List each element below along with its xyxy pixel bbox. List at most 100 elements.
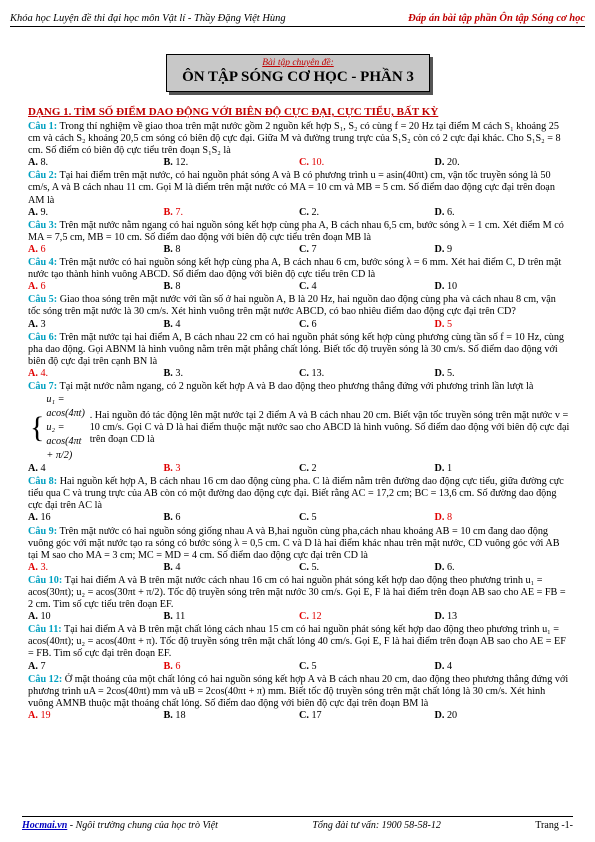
answer-option[interactable]: C. 6 <box>299 318 317 330</box>
footer-slogan: - Ngôi trường chung của học trò Việt <box>67 820 218 831</box>
answer-option[interactable]: C. 4 <box>299 281 317 293</box>
answer-option[interactable]: C. 17 <box>299 709 322 721</box>
answer-option[interactable]: C. 5 <box>299 512 317 524</box>
answer-option[interactable]: A. 6 <box>28 281 46 293</box>
option-letter: D. <box>434 611 445 623</box>
answer-option[interactable]: B. 18 <box>163 709 186 721</box>
option-letter: B. <box>163 281 173 293</box>
answer-option[interactable]: B. 7. <box>163 206 184 218</box>
answer-option[interactable]: A. 4. <box>28 367 49 379</box>
answer-option[interactable]: D. 8 <box>434 512 453 524</box>
answer-option[interactable]: D. 13 <box>434 611 458 623</box>
question-text: Trên mặt nước nằm ngang có hai nguồn són… <box>28 219 564 243</box>
answer-option[interactable]: D. 6. <box>434 561 455 573</box>
answer-option[interactable]: A. 4 <box>28 463 46 475</box>
question-6: Câu 6: Trên mặt nước tại hai điểm A, B c… <box>28 332 570 368</box>
question-9: Câu 9: Trên mặt nước có hai nguồn sóng g… <box>28 526 570 562</box>
section-heading: DẠNG 1. TÌM SỐ ĐIỂM DAO ĐỘNG VỚI BIÊN ĐỘ… <box>28 106 439 118</box>
answer-option[interactable]: C. 13. <box>299 367 325 379</box>
question-text: Hai nguồn kết hợp A, B cách nhau 16 cm d… <box>28 476 564 512</box>
question-number: Câu 12: <box>28 673 63 685</box>
question-5: Câu 5: Giao thoa sóng trên mặt nước với … <box>28 294 570 318</box>
option-letter: D. <box>434 206 445 218</box>
answer-option[interactable]: C. 12 <box>299 611 322 623</box>
question-1: Câu 1: Trong thí nghiệm về giao thoa trê… <box>28 121 570 157</box>
option-letter: D. <box>434 512 445 524</box>
answer-option[interactable]: C. 5 <box>299 660 317 672</box>
answer-option[interactable]: B. 4 <box>163 561 181 573</box>
answer-option[interactable]: D. 10 <box>434 281 458 293</box>
question-2: Câu 2: Tại hai điểm trên mặt nước, có ha… <box>28 170 570 206</box>
answer-option[interactable]: D. 20. <box>434 157 460 169</box>
answer-option[interactable]: B. 11 <box>163 611 186 623</box>
answer-option[interactable]: A. 10 <box>28 611 51 623</box>
answer-option[interactable]: A. 6 <box>28 243 46 255</box>
footer-hotline: Tổng đài tư vấn: 1900 58-58-12 <box>312 820 441 831</box>
answer-option[interactable]: B. 12. <box>163 157 189 169</box>
question-text: Tại hai điểm A và B trên mặt chất lỏng c… <box>28 624 566 660</box>
answer-option[interactable]: D. 4 <box>434 660 453 672</box>
answer-option[interactable]: D. 1 <box>434 463 453 475</box>
option-letter: C. <box>299 463 309 475</box>
answer-option[interactable]: B. 6 <box>163 660 181 672</box>
question-number: Câu 7: <box>28 380 58 392</box>
answer-options: A. 3 B. 4 C. 6 D. 5 <box>28 319 570 331</box>
answer-option[interactable]: B. 3. <box>163 367 184 379</box>
answer-options: A. 3. B. 4 C. 5. D. 6. <box>28 562 570 574</box>
answer-option[interactable]: B. 3 <box>163 463 181 475</box>
question-text-continued: . Hai nguồn đó tác động lên mặt nước tại… <box>89 409 570 446</box>
header-topic: Đáp án bài tập phần Ôn tập Sóng cơ học <box>408 13 585 24</box>
answer-option[interactable]: A. 9. <box>28 206 49 218</box>
title-box: Bài tập chuyên đề: ÔN TẬP SÓNG CƠ HỌC - … <box>166 54 430 92</box>
answer-option[interactable]: C. 2 <box>299 463 317 475</box>
answer-option[interactable]: C. 5. <box>299 561 320 573</box>
question-number: Câu 4: <box>28 257 58 269</box>
answer-option[interactable]: D. 5 <box>434 318 453 330</box>
answer-option[interactable]: A. 19 <box>28 709 51 721</box>
answer-options: A. 8. B. 12. C. 10. D. 20. <box>28 157 570 169</box>
option-letter: C. <box>299 157 309 169</box>
question-text: Tại hai điểm trên mặt nước, có hai nguồn… <box>28 170 555 206</box>
option-letter: A. <box>28 463 38 475</box>
answer-option[interactable]: B. 8 <box>163 243 181 255</box>
option-letter: B. <box>163 367 173 379</box>
option-letter: B. <box>163 463 173 475</box>
option-letter: D. <box>434 709 445 721</box>
option-letter: A. <box>28 157 38 169</box>
answer-option[interactable]: B. 6 <box>163 512 181 524</box>
answer-option[interactable]: C. 2. <box>299 206 320 218</box>
question-8: Câu 8: Hai nguồn kết hợp A, B cách nhau … <box>28 476 570 512</box>
question-text: Trong thí nghiệm về giao thoa trên mặt n… <box>28 121 561 157</box>
question-number: Câu 3: <box>28 219 58 231</box>
question-12: Câu 12: Ở mặt thoáng của một chất lỏng c… <box>28 674 570 710</box>
answer-option[interactable]: B. 8 <box>163 281 181 293</box>
answer-option[interactable]: A. 8. <box>28 157 49 169</box>
answer-option[interactable]: C. 7 <box>299 243 317 255</box>
option-letter: B. <box>163 660 173 672</box>
answer-option[interactable]: D. 5. <box>434 367 455 379</box>
answer-options: A. 9. B. 7. C. 2. D. 6. <box>28 207 570 219</box>
answer-option[interactable]: A. 3. <box>28 561 49 573</box>
answer-option[interactable]: D. 20 <box>434 709 458 721</box>
answer-options: A. 6 B. 8 C. 4 D. 10 <box>28 281 570 293</box>
answer-option[interactable]: D. 6. <box>434 206 455 218</box>
question-number: Câu 1: <box>28 121 58 132</box>
option-letter: A. <box>28 367 38 379</box>
question-number: Câu 6: <box>28 331 58 343</box>
answer-options: A. 16 B. 6 C. 5 D. 8 <box>28 512 570 524</box>
option-letter: B. <box>163 318 173 330</box>
answer-option[interactable]: C. 10. <box>299 157 325 169</box>
footer-brand: Hocmai.vn - Ngôi trường chung của học tr… <box>22 820 218 831</box>
brace-symbol: { <box>30 411 45 445</box>
option-letter: C. <box>299 709 309 721</box>
question-text: Trên mặt nước tại hai điểm A, B cách nha… <box>28 331 565 367</box>
page-header: Khóa học Luyện đề thi đại học môn Vật lí… <box>10 13 585 27</box>
answer-option[interactable]: D. 9 <box>434 243 453 255</box>
footer-site-link[interactable]: Hocmai.vn <box>22 820 68 831</box>
answer-option[interactable]: B. 4 <box>163 318 181 330</box>
option-letter: A. <box>28 561 38 573</box>
answer-option[interactable]: A. 16 <box>28 512 51 524</box>
header-course: Khóa học Luyện đề thi đại học môn Vật lí… <box>10 13 286 24</box>
answer-option[interactable]: A. 7 <box>28 660 46 672</box>
answer-option[interactable]: A. 3 <box>28 318 46 330</box>
